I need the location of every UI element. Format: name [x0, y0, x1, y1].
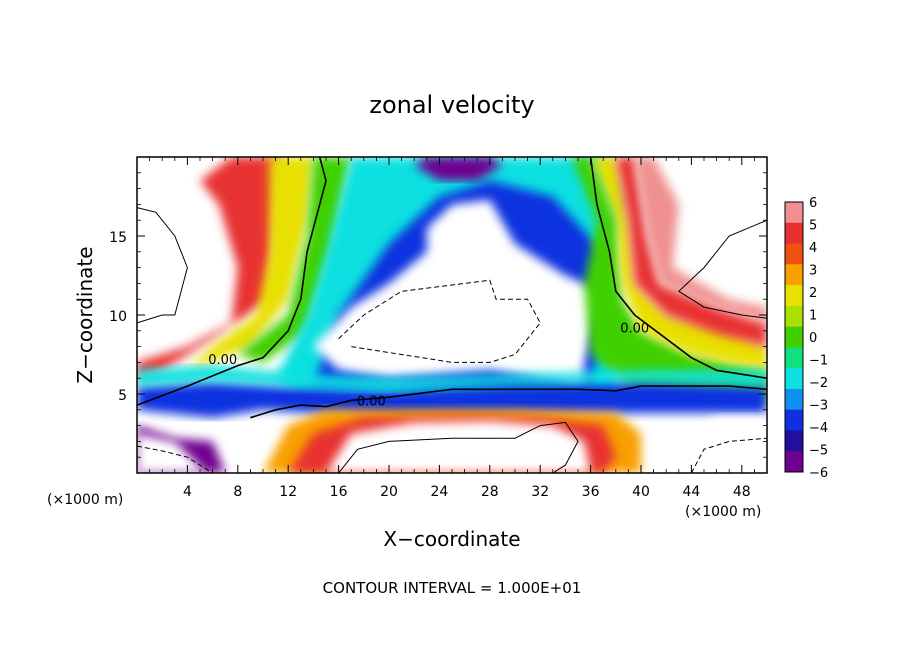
- x-tick-label: 32: [531, 484, 549, 500]
- contour-line-zero-contour-west: [137, 157, 327, 406]
- plot-area: 0.00 0.00 0.00: [137, 157, 767, 473]
- x-tick-label: 20: [380, 484, 398, 500]
- colorbar-swatch: [785, 305, 803, 328]
- colorbar-label: −2: [809, 376, 828, 391]
- shaded-region-top-purple-patch: [414, 157, 503, 181]
- shaded-region-east-yellow-band: [590, 157, 767, 371]
- y-axis: 5 10 15: [109, 172, 767, 458]
- colorbar-swatch: [785, 264, 803, 286]
- colorbar-swatch: [785, 347, 803, 369]
- colorbar-swatch: [785, 430, 803, 452]
- x-unit-right: (×1000 m): [685, 504, 761, 520]
- x-tick-label: 44: [682, 484, 700, 500]
- x-tick-label: 40: [632, 484, 650, 500]
- shaded-region-east-red-band: [615, 157, 767, 347]
- x-tick-label: 4: [183, 484, 192, 500]
- shaded-region-west-red-band: [137, 157, 282, 379]
- colorbar-label: 2: [809, 286, 817, 301]
- colorbar-frame: [784, 201, 804, 473]
- x-axis: 4 8 12 16 20 24 28 32 36 40 44 48: [149, 157, 755, 500]
- colorbar-swatch: [785, 202, 803, 224]
- colorbar-swatch: [785, 409, 803, 431]
- x-tick-label: 8: [233, 484, 242, 500]
- contour-label: 0.00: [620, 322, 649, 337]
- colorbar-label: 4: [809, 241, 817, 256]
- contour-line-zero-contour-center: [250, 385, 767, 419]
- x-tick-label: 36: [582, 484, 600, 500]
- shaded-region-east-pink-fringe: [634, 157, 767, 323]
- contour-line-dashed-bottom-right: [690, 437, 767, 473]
- x-unit-left: (×1000 m): [47, 492, 123, 508]
- contour-line-contour-west-edge: [137, 207, 188, 324]
- x-tick-label: 24: [430, 484, 448, 500]
- x-axis-label: X−coordinate: [383, 527, 520, 551]
- shaded-region-central-white-core: [313, 199, 604, 387]
- colorbar-label: −4: [809, 421, 828, 436]
- colorbar-label: 0: [809, 331, 817, 346]
- colorbar-swatch: [785, 368, 803, 390]
- colorbar-swatch: [785, 285, 803, 307]
- colorbar-label: −3: [809, 399, 828, 414]
- shaded-region-west-green-band: [237, 157, 352, 363]
- colorbar-swatch: [785, 243, 803, 265]
- y-tick-label: 5: [118, 388, 127, 404]
- contour-line-zero-contour-east: [589, 157, 767, 379]
- x-tick-label: 28: [481, 484, 499, 500]
- colorbar-label: 5: [809, 219, 817, 234]
- shaded-region-east-green-band: [571, 157, 767, 402]
- colorbar-label: −5: [809, 444, 828, 459]
- contour-label: 0.00: [208, 353, 237, 368]
- colorbar-label: −1: [809, 354, 828, 369]
- contour-line-contour-east-edge: [677, 219, 767, 319]
- y-tick-label: 10: [109, 309, 127, 325]
- x-tick-label: 16: [330, 484, 348, 500]
- colorbar-swatch: [785, 222, 803, 245]
- colorbar-label: 3: [809, 264, 817, 279]
- x-tick-label: 48: [733, 484, 751, 500]
- shaded-region-bottom-right-white: [678, 417, 767, 473]
- y-tick-label: 15: [109, 230, 127, 246]
- shaded-region-bottom-cyan-band: [137, 365, 767, 391]
- contour-interval-note: CONTOUR INTERVAL = 1.000E+01: [323, 579, 582, 597]
- colorbar-label: −6: [809, 466, 828, 481]
- colorbar-label: 6: [809, 196, 817, 211]
- colorbar-swatch: [785, 326, 803, 348]
- contour-line-dashed-core: [338, 279, 541, 363]
- chart-title: zonal velocity: [369, 91, 534, 119]
- colorbar-swatch: [785, 388, 803, 411]
- contour-label: 0.00: [357, 394, 386, 409]
- colorbar-swatch: [785, 451, 803, 473]
- contour-line-dashed-bottom-left: [137, 445, 213, 473]
- colorbar: 6 5 4 3 2 1 0 −1 −2 −3 −4 −5 −6: [784, 196, 828, 481]
- y-axis-label: Z−coordinate: [73, 246, 97, 383]
- colorbar-label: 1: [809, 309, 817, 324]
- contour-line-bottom-solid-contour: [338, 421, 579, 473]
- shaded-region-west-yellow-band: [187, 157, 314, 371]
- x-tick-label: 12: [279, 484, 297, 500]
